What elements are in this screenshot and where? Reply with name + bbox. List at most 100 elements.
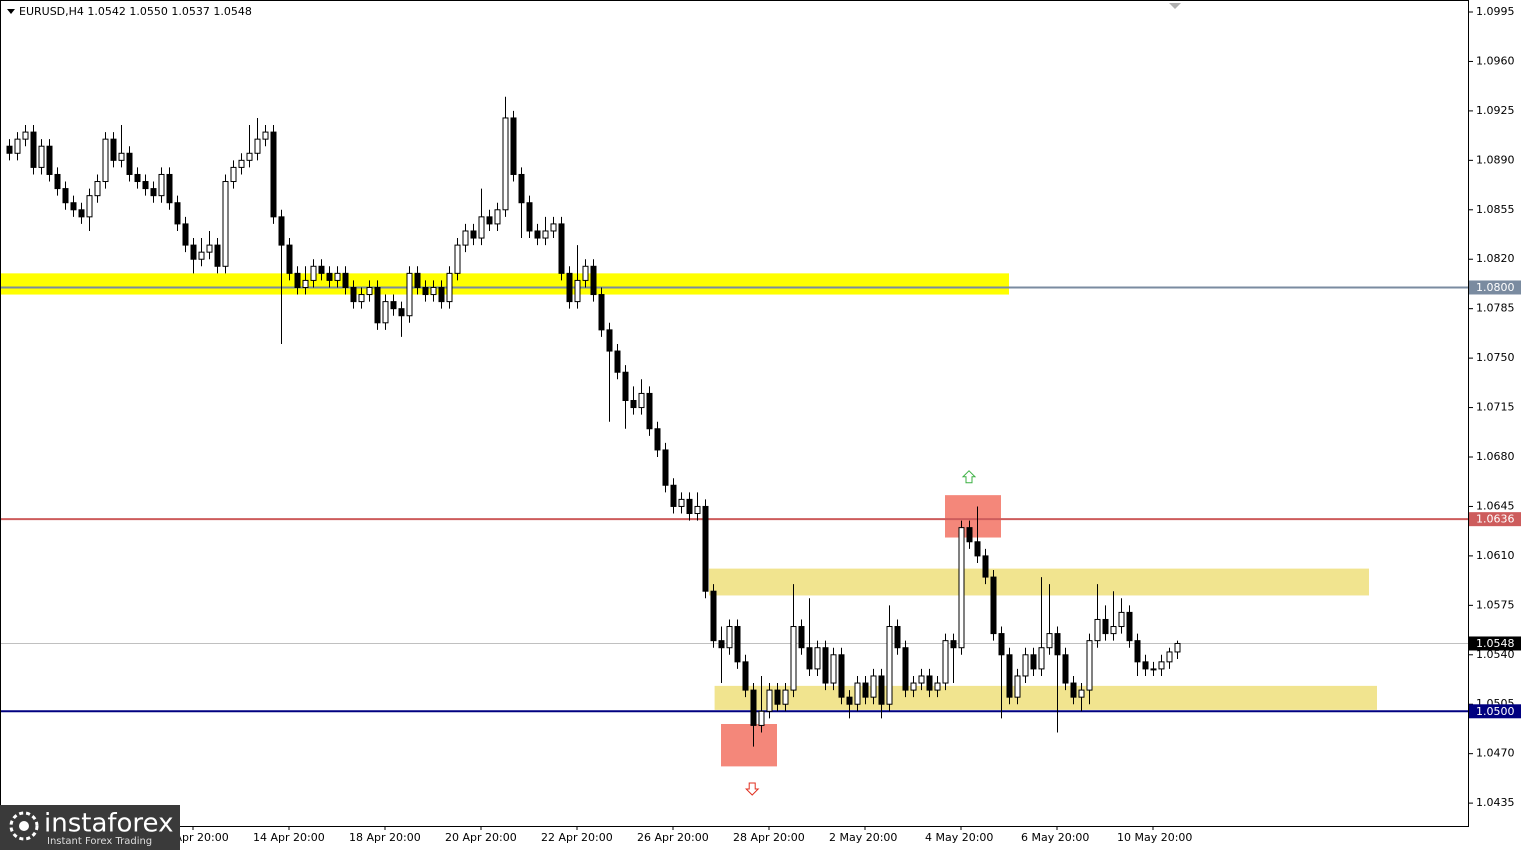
candle-body [326, 272, 333, 281]
candle-body [806, 647, 813, 670]
x-tick-label: 6 May 20:00 [1021, 831, 1089, 844]
y-tick-label: 1.0960 [1476, 54, 1515, 67]
candle-body [670, 484, 677, 507]
candle-body [1054, 633, 1061, 656]
candle-body [70, 202, 77, 211]
candle-body [6, 145, 13, 154]
candle-body [870, 675, 877, 698]
candle-body [286, 244, 293, 274]
y-tick-label: 1.0890 [1476, 153, 1515, 166]
price-line-label: 1.0548 [1476, 637, 1515, 650]
candle-body [494, 209, 501, 225]
candle-body [774, 689, 781, 705]
candle-body [678, 498, 685, 507]
candle-body [374, 286, 381, 324]
y-tick-label: 1.0855 [1476, 203, 1515, 216]
candle-body [534, 230, 541, 239]
candle-body [126, 152, 133, 175]
candles [6, 96, 1181, 747]
candle-body [22, 131, 29, 140]
candle-body [982, 555, 989, 578]
x-tick-label: 28 Apr 20:00 [733, 831, 805, 844]
candle-body [462, 230, 469, 246]
candle-body [62, 188, 69, 204]
candle-body [654, 428, 661, 451]
shift-marker [1169, 3, 1181, 9]
candle-body [510, 117, 517, 175]
candle-body [598, 294, 605, 331]
candle-body [294, 272, 301, 288]
candle-body [662, 449, 669, 486]
candle-body [902, 647, 909, 691]
candle-body [262, 131, 269, 140]
candle-body [1166, 651, 1173, 663]
candle-body [102, 138, 109, 183]
candle-body [1014, 675, 1021, 698]
candle-body [406, 272, 413, 317]
logo-name: instaforex [44, 809, 173, 839]
candle-body [302, 279, 309, 288]
candle-body [142, 181, 149, 190]
candle-body [206, 244, 213, 253]
zone [709, 568, 1369, 596]
candle-body [582, 265, 589, 281]
y-tick-label: 1.0715 [1476, 401, 1515, 414]
candle-body [526, 202, 533, 232]
candle-body [1174, 642, 1181, 653]
candle-body [30, 131, 37, 168]
candle-body [270, 131, 277, 218]
candle-body [630, 399, 637, 409]
candle-body [310, 265, 317, 281]
chart-title: EURUSD,H4 1.0542 1.0550 1.0537 1.0548 [19, 5, 252, 18]
y-tick-label: 1.0575 [1476, 598, 1515, 611]
candle-body [502, 117, 509, 211]
candle-body [1118, 611, 1125, 628]
candle-body [166, 173, 173, 204]
candle-body [110, 138, 117, 161]
candle-body [646, 392, 653, 430]
candle-body [1086, 640, 1093, 691]
candle-body [86, 195, 93, 218]
candle-body [718, 640, 725, 649]
candle-body [934, 682, 941, 691]
candle-body [1006, 654, 1013, 698]
candle-body [478, 216, 485, 239]
candle-body [174, 202, 181, 225]
candle-body [54, 173, 61, 190]
candle-body [1094, 618, 1101, 642]
zones [1, 273, 1377, 767]
candle-body [1142, 661, 1149, 670]
price-line-label: 1.0636 [1476, 513, 1515, 526]
candle-body [278, 216, 285, 246]
candle-body [758, 710, 765, 726]
candle-body [638, 392, 645, 409]
candle-body [246, 152, 253, 161]
candle-body [790, 626, 797, 691]
arrow-marker [744, 782, 760, 796]
candle-body [854, 682, 861, 705]
candle-body [798, 626, 805, 649]
candle-body [366, 286, 373, 296]
candle-body [190, 244, 197, 260]
candle-body [974, 541, 981, 557]
candle-body [1046, 633, 1053, 649]
candle-body [1126, 611, 1133, 642]
logo-bg [0, 805, 180, 850]
candle-body [606, 329, 613, 352]
candle-body [766, 689, 773, 712]
candle-body [1070, 682, 1077, 698]
candle-body [222, 181, 229, 267]
candle-body [1134, 640, 1141, 663]
logo-tagline: Instant Forex Trading [47, 836, 152, 847]
candle-body [830, 654, 837, 684]
y-tick-label: 1.0470 [1476, 747, 1515, 760]
y-tick-label: 1.0645 [1476, 499, 1515, 512]
candle-body [422, 286, 429, 296]
zone [714, 685, 1377, 710]
candle-body [158, 173, 165, 197]
candle-body [134, 173, 141, 183]
zone [1, 273, 1009, 295]
candle-body [254, 138, 261, 154]
candle-body [238, 159, 245, 168]
x-tick-label: 10 May 20:00 [1117, 831, 1192, 844]
